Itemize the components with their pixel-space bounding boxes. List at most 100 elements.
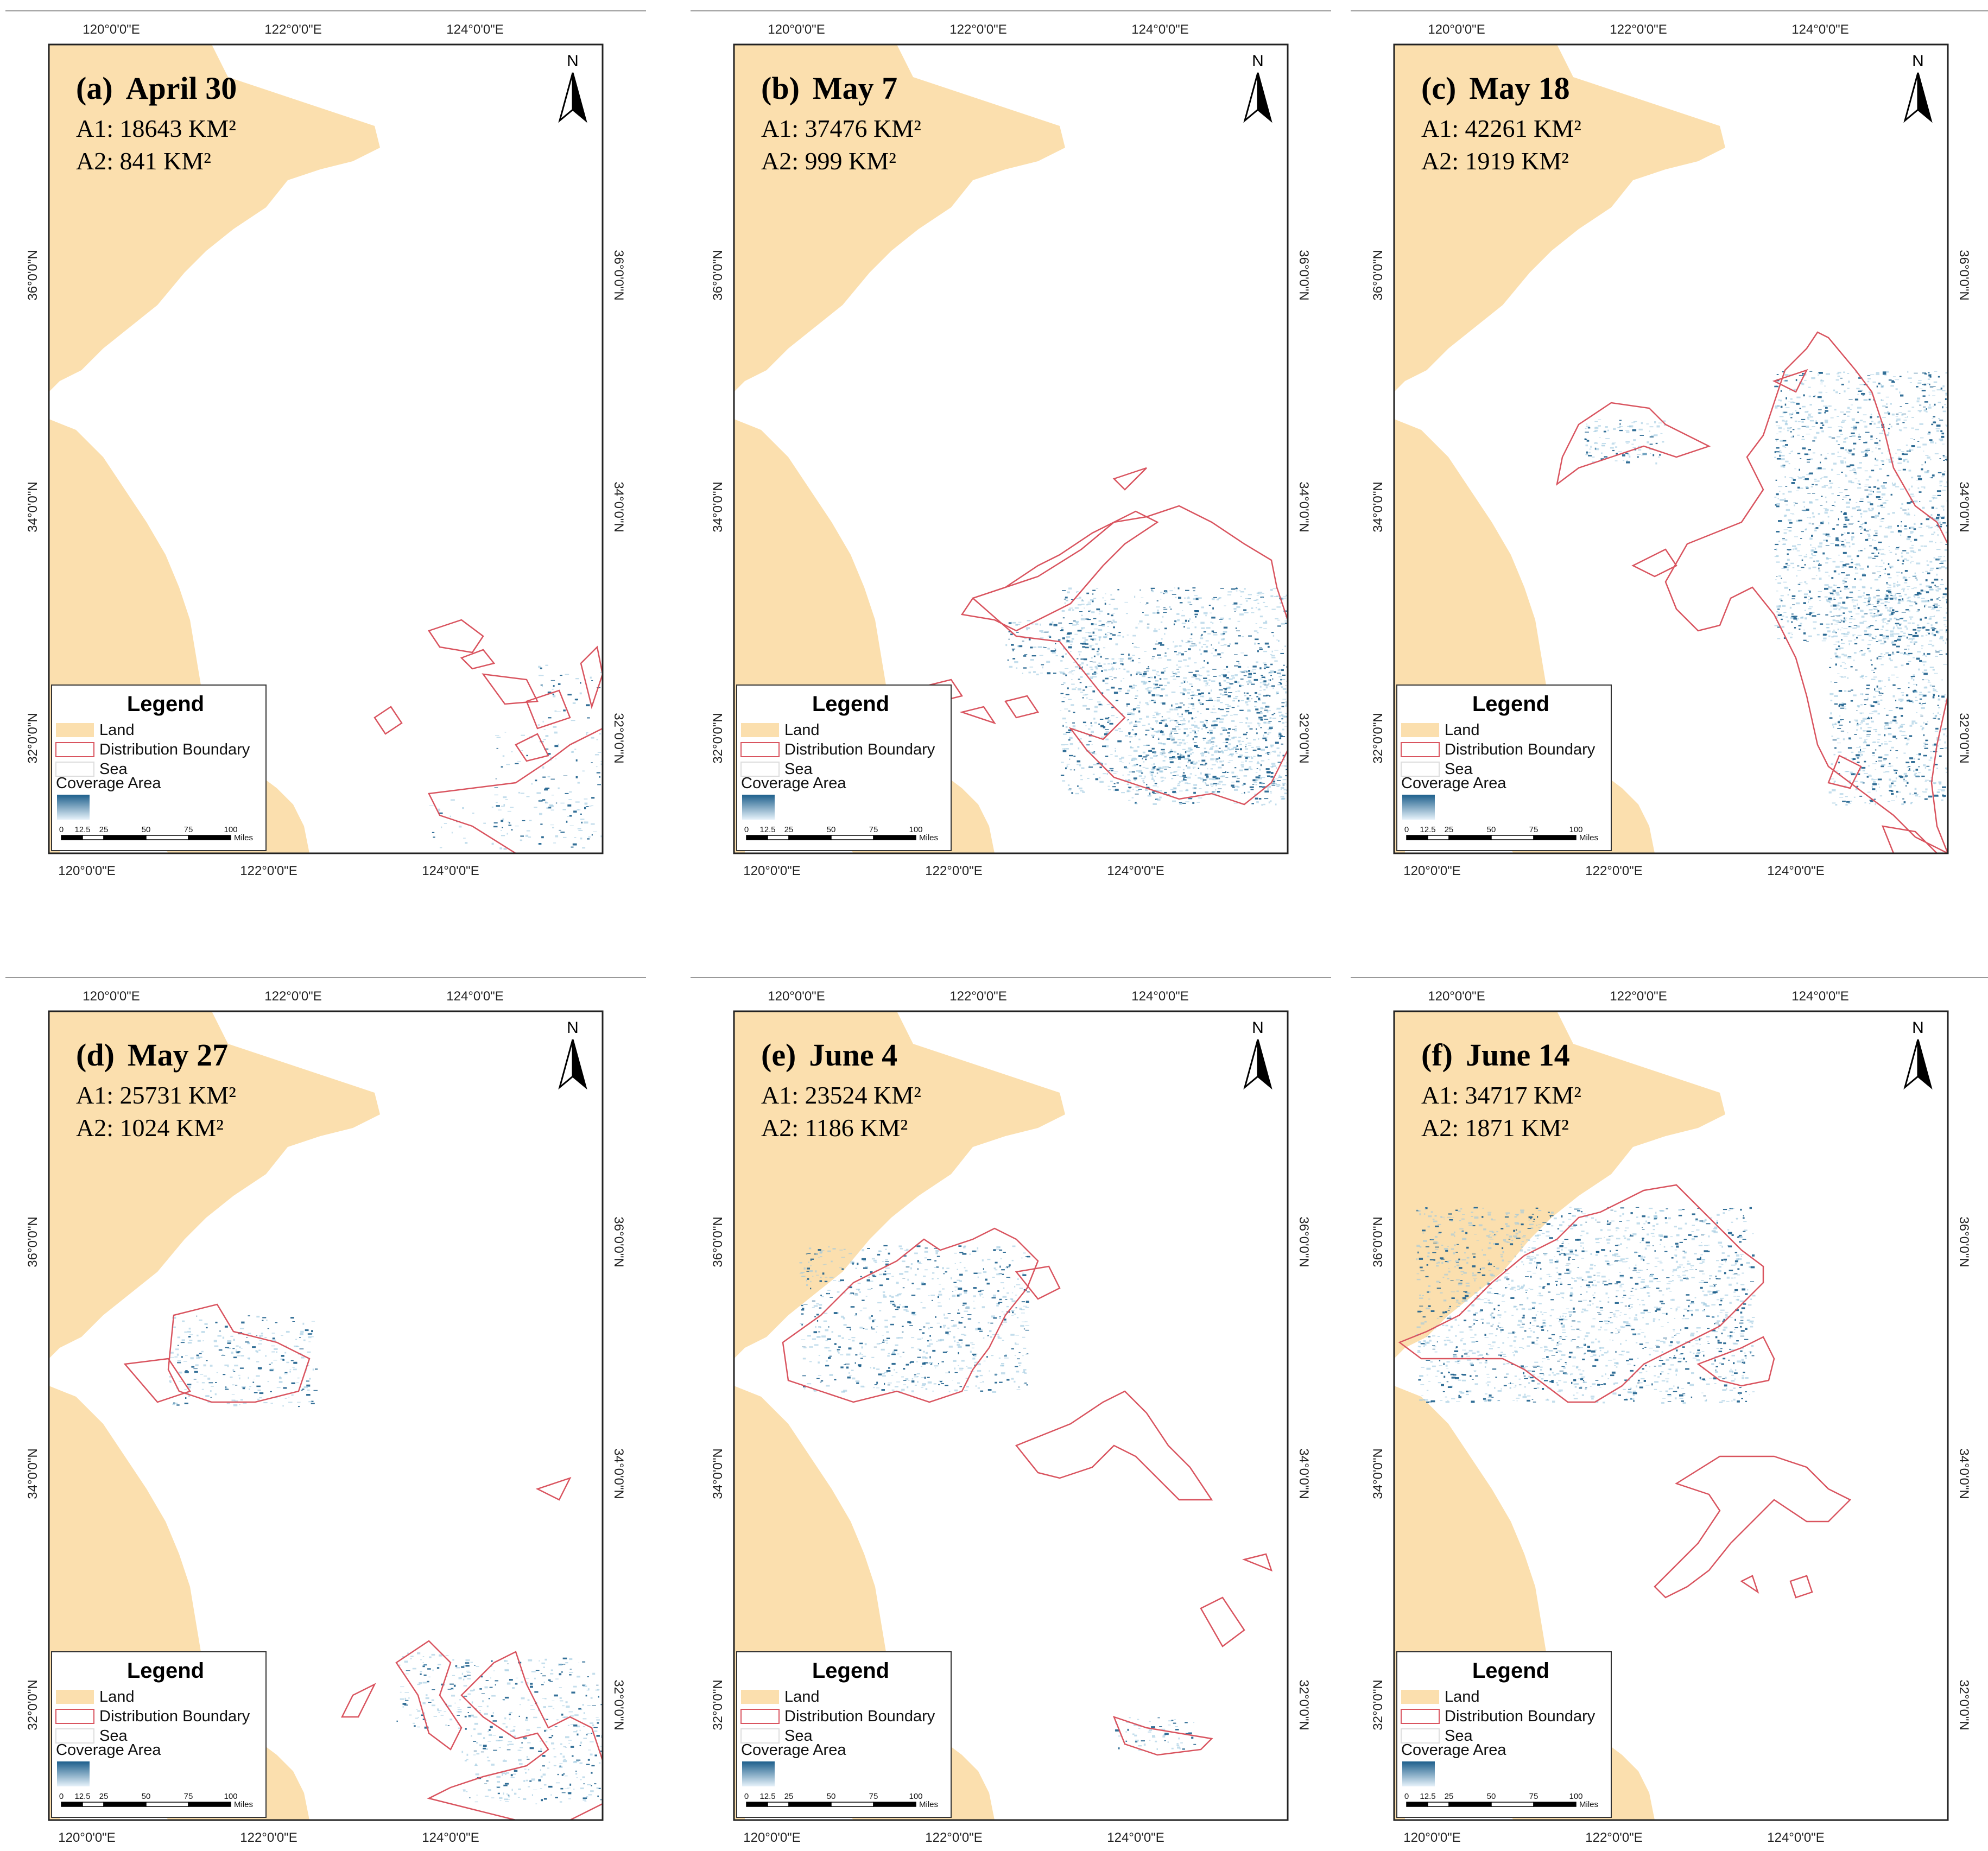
coverage-patch	[1934, 579, 1939, 581]
coverage-patch	[1825, 572, 1829, 573]
coverage-patch	[1859, 565, 1861, 567]
coverage-patch	[1174, 646, 1176, 648]
coverage-patch	[546, 807, 549, 809]
coverage-patch	[1212, 669, 1217, 670]
coverage-patch	[1805, 529, 1807, 531]
coverage-patch	[1791, 616, 1795, 618]
coverage-patch	[1824, 511, 1828, 514]
coverage-patch	[1915, 722, 1917, 724]
coverage-patch	[520, 793, 524, 794]
coverage-patch	[1795, 379, 1797, 382]
coverage-patch	[1064, 602, 1066, 604]
coverage-patch	[1833, 615, 1838, 616]
coverage-patch	[1105, 729, 1109, 730]
coverage-patch	[1938, 698, 1941, 701]
coverage-patch	[1183, 776, 1187, 778]
coverage-patch	[521, 734, 525, 736]
coverage-patch	[491, 842, 494, 845]
coverage-patch	[495, 735, 499, 736]
coverage-patch	[1155, 731, 1159, 733]
coverage-patch	[1816, 432, 1820, 434]
coverage-patch	[1875, 620, 1877, 622]
coverage-patch	[1265, 686, 1268, 689]
coverage-patch	[1049, 623, 1053, 626]
coverage-patch	[1851, 435, 1856, 437]
coverage-patch	[1869, 609, 1873, 611]
coverage-patch	[1627, 426, 1632, 427]
coverage-patch	[458, 826, 462, 828]
coverage-patch	[1941, 799, 1943, 801]
coverage-patch	[1236, 752, 1238, 754]
coverage-patch	[1264, 732, 1267, 734]
coverage-patch	[1942, 455, 1945, 457]
distribution-boundary	[959, 706, 997, 725]
coverage-patch	[1177, 671, 1180, 673]
coverage-patch	[1862, 770, 1865, 772]
coverage-patch	[1078, 679, 1080, 680]
coverage-patch	[1185, 709, 1189, 712]
coverage-patch	[1791, 595, 1796, 597]
coverage-patch	[1612, 442, 1616, 443]
coverage-patch	[1098, 703, 1102, 706]
coverage-patch	[1260, 719, 1263, 721]
coverage-patch	[201, 1382, 205, 1384]
coverage-patch	[1171, 704, 1173, 707]
area-a2: A2: 999 KM²	[761, 147, 896, 175]
coverage-patch	[1169, 720, 1171, 722]
coverage-patch	[1160, 621, 1163, 623]
coverage-patch	[1132, 734, 1136, 735]
coverage-patch	[495, 778, 497, 779]
coverage-patch	[1806, 554, 1807, 555]
coverage-patch	[1913, 657, 1915, 658]
coverage-patch	[1793, 616, 1797, 617]
coverage-patch	[1231, 737, 1235, 739]
coverage-patch	[1820, 522, 1824, 524]
coverage-patch	[1865, 538, 1869, 541]
coverage-patch	[1183, 659, 1187, 661]
coverage-patch	[1186, 736, 1188, 737]
coverage-patch	[261, 1333, 263, 1335]
coverage-patch	[1939, 438, 1943, 441]
coverage-patch	[1907, 416, 1908, 418]
coverage-patch	[1206, 722, 1208, 724]
coverage-patch	[1235, 691, 1237, 693]
coverage-patch	[1782, 465, 1786, 468]
coverage-patch	[1137, 746, 1139, 748]
coverage-patch	[1276, 595, 1279, 597]
coverage-patch	[1837, 540, 1841, 542]
coverage-patch	[1879, 433, 1884, 434]
coverage-patch	[1911, 761, 1915, 763]
coverage-patch	[1844, 539, 1846, 541]
coverage-patch	[584, 802, 588, 805]
coverage-patch	[1914, 515, 1916, 516]
coverage-patch	[1944, 741, 1946, 744]
coverage-patch	[1220, 617, 1224, 620]
coverage-patch	[1913, 587, 1917, 588]
coverage-patch	[1844, 654, 1847, 657]
land-north	[734, 45, 1065, 392]
coverage-patch	[1236, 661, 1239, 662]
coverage-patch	[1172, 671, 1174, 673]
coverage-patch	[1263, 734, 1264, 737]
coverage-patch	[1909, 448, 1911, 450]
coverage-patch	[1224, 692, 1227, 693]
coverage-patch	[1915, 769, 1919, 771]
coverage-patch	[1925, 629, 1930, 631]
coverage-patch	[1134, 646, 1137, 648]
coverage-patch	[1797, 421, 1801, 422]
coverage-patch	[1941, 579, 1943, 581]
coverage-patch	[1055, 643, 1056, 644]
coverage-patch	[1135, 802, 1137, 804]
coverage-patch	[1088, 632, 1092, 633]
coverage-patch	[1871, 711, 1874, 712]
coverage-patch	[1072, 688, 1076, 690]
legend-coverage-gradient	[57, 795, 90, 820]
coverage-patch	[1787, 553, 1789, 555]
coverage-patch	[1912, 446, 1915, 447]
coverage-patch	[1875, 690, 1879, 692]
coverage-patch	[1845, 803, 1848, 806]
coverage-patch	[1889, 763, 1891, 765]
coverage-patch	[1929, 569, 1933, 571]
coverage-patch	[1267, 752, 1270, 753]
